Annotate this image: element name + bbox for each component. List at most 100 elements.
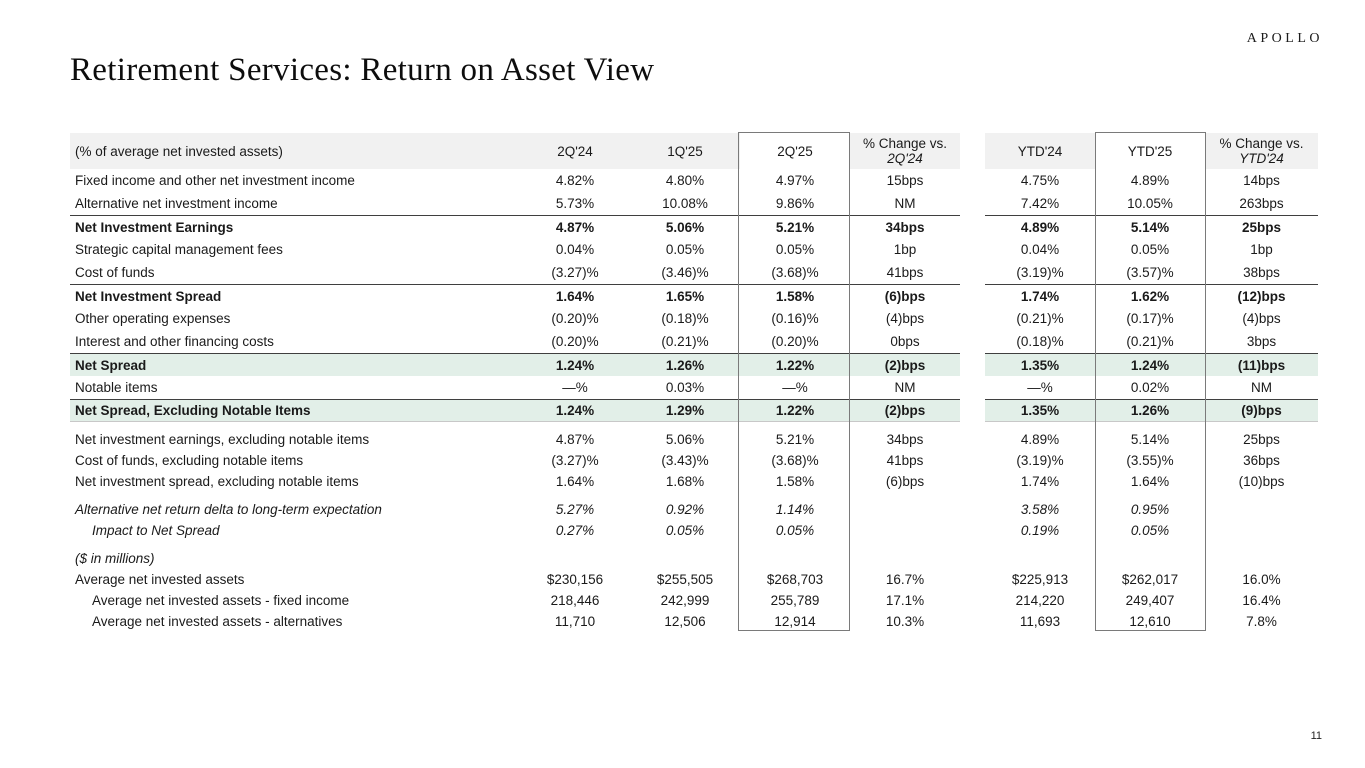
cell-value [630,548,740,569]
cell-value: NM [894,196,916,211]
cell-value: 4.75% [1020,173,1060,188]
cell-value: 16.4% [1242,593,1281,608]
row-label: Net Investment Earnings [70,215,520,238]
cell-value: 1.24% [520,399,630,422]
table-row: Net investment spread, excluding notable… [70,471,1318,492]
cell-value: 4.80% [665,173,705,188]
column-group-gap [960,611,985,632]
column-header-line2: YTD'24 [1239,151,1284,166]
row-label: Alternative net return delta to long-ter… [75,502,382,517]
table-row: Interest and other financing costs (0.20)… [70,330,1318,353]
cell-value: —% [782,380,808,395]
cell-value: (3.46)% [661,265,709,280]
column-group-gap [960,376,985,399]
cell-value: 36bps [1243,453,1280,468]
cell-value: 11,710 [554,614,596,629]
cell-value: 9.86% [775,196,815,211]
column-header: 1Q'25 [630,133,740,169]
column-group-gap [960,215,985,238]
row-label: Net investment spread, excluding notable… [75,474,359,489]
cell-value: 16.0% [1242,572,1281,587]
cell-value: 1.65% [630,284,740,307]
column-group-gap [960,238,985,261]
cell-value: 249,407 [1125,593,1175,608]
cell-value: 5.27% [555,502,595,517]
apollo-logo: APOLLO [1246,31,1323,46]
cell-value: 1.24% [1095,353,1205,376]
column-header: 2Q'24 [520,133,630,169]
cell-value: 0.05% [1130,242,1170,257]
cell-value: $268,703 [766,572,824,587]
row-label: ($ in millions) [75,551,155,566]
cell-value: 25bps [1243,432,1280,447]
column-group-gap [960,330,985,353]
cell-value [740,548,850,569]
cell-value: 38bps [1243,265,1280,280]
cell-value: 1bp [893,242,917,257]
cell-value: (0.17)% [1126,311,1174,326]
cell-value: 16.7% [885,572,925,587]
row-label: Alternative net investment income [75,196,278,211]
table-row: Other operating expenses (0.20)% (0.18)% (0… [70,307,1318,330]
row-label: Strategic capital management fees [75,242,283,257]
cell-value: 1.64% [555,474,595,489]
cell-value: (3.68)% [771,453,819,468]
cell-value: 0.95% [1130,502,1170,517]
cell-value: 25bps [1205,215,1318,238]
cell-value: 0.05% [665,242,705,257]
column-group-gap [960,450,985,471]
cell-value: 4.89% [985,215,1095,238]
cell-value: 4.89% [1130,173,1170,188]
cell-value: 1bp [1250,242,1273,257]
row-label: Cost of funds [75,265,155,280]
cell-value: (4)bps [1242,311,1281,326]
cell-value: 1.29% [630,399,740,422]
cell-value: 10.08% [662,196,708,211]
cell-value: (2)bps [850,399,960,422]
column-group-gap [960,169,985,192]
cell-value: 34bps [850,215,960,238]
column-group-gap [960,520,985,541]
cell-value: 5.14% [1130,432,1170,447]
cell-value: 0.27% [555,523,595,538]
table-row: Cost of funds, excluding notable items (3… [70,450,1318,471]
table-row: Average net invested assets - fixed inco… [70,590,1318,611]
row-label: Net Spread [70,353,520,376]
table-row: Average net invested assets $230,156 $255,… [70,569,1318,590]
cell-value: 41bps [886,265,924,280]
table-row: Alternative net investment income 5.73% 10… [70,192,1318,215]
cell-value: 11,693 [1019,614,1061,629]
column-header-line1: % Change vs. [862,136,948,151]
column-header: 2Q'25 [777,143,813,159]
cell-value: 1.68% [665,474,705,489]
column-group-gap [960,261,985,284]
cell-value: 0.02% [1130,380,1170,395]
cell-value: 5.14% [1095,215,1205,238]
cell-value: 12,506 [664,614,706,629]
roa-table: (% of average net invested assets) 2Q'24 1… [70,132,1318,632]
cell-value [1205,520,1318,541]
cell-value: 14bps [1243,173,1280,188]
row-label: Average net invested assets - fixed inco… [92,593,350,608]
cell-value: 12,610 [1129,614,1171,629]
cell-value: (3.27)% [551,453,599,468]
cell-value: —% [1027,380,1053,395]
cell-value: 0.05% [665,523,705,538]
table-row: Net Spread, Excluding Notable Items 1.24%… [70,399,1318,422]
cell-value: 1.58% [740,284,850,307]
cell-value: 1.26% [1095,399,1205,422]
cell-value: (0.18)% [1016,334,1064,349]
table-row: Strategic capital management fees 0.04% 0.… [70,238,1318,261]
cell-value: 263bps [1239,196,1284,211]
table-row: Fixed income and other net investment in… [70,169,1318,192]
cell-value: (0.20)% [551,334,599,349]
cell-value: (2)bps [850,353,960,376]
cell-value [850,548,960,569]
cell-value: 10.05% [1127,196,1173,211]
cell-value: (3.55)% [1126,453,1174,468]
cell-value: (3.19)% [1016,265,1064,280]
page-title: Retirement Services: Return on Asset Vie… [70,52,655,88]
column-header: % Change vs. 2Q'24 [850,133,960,169]
cell-value: 5.21% [740,215,850,238]
